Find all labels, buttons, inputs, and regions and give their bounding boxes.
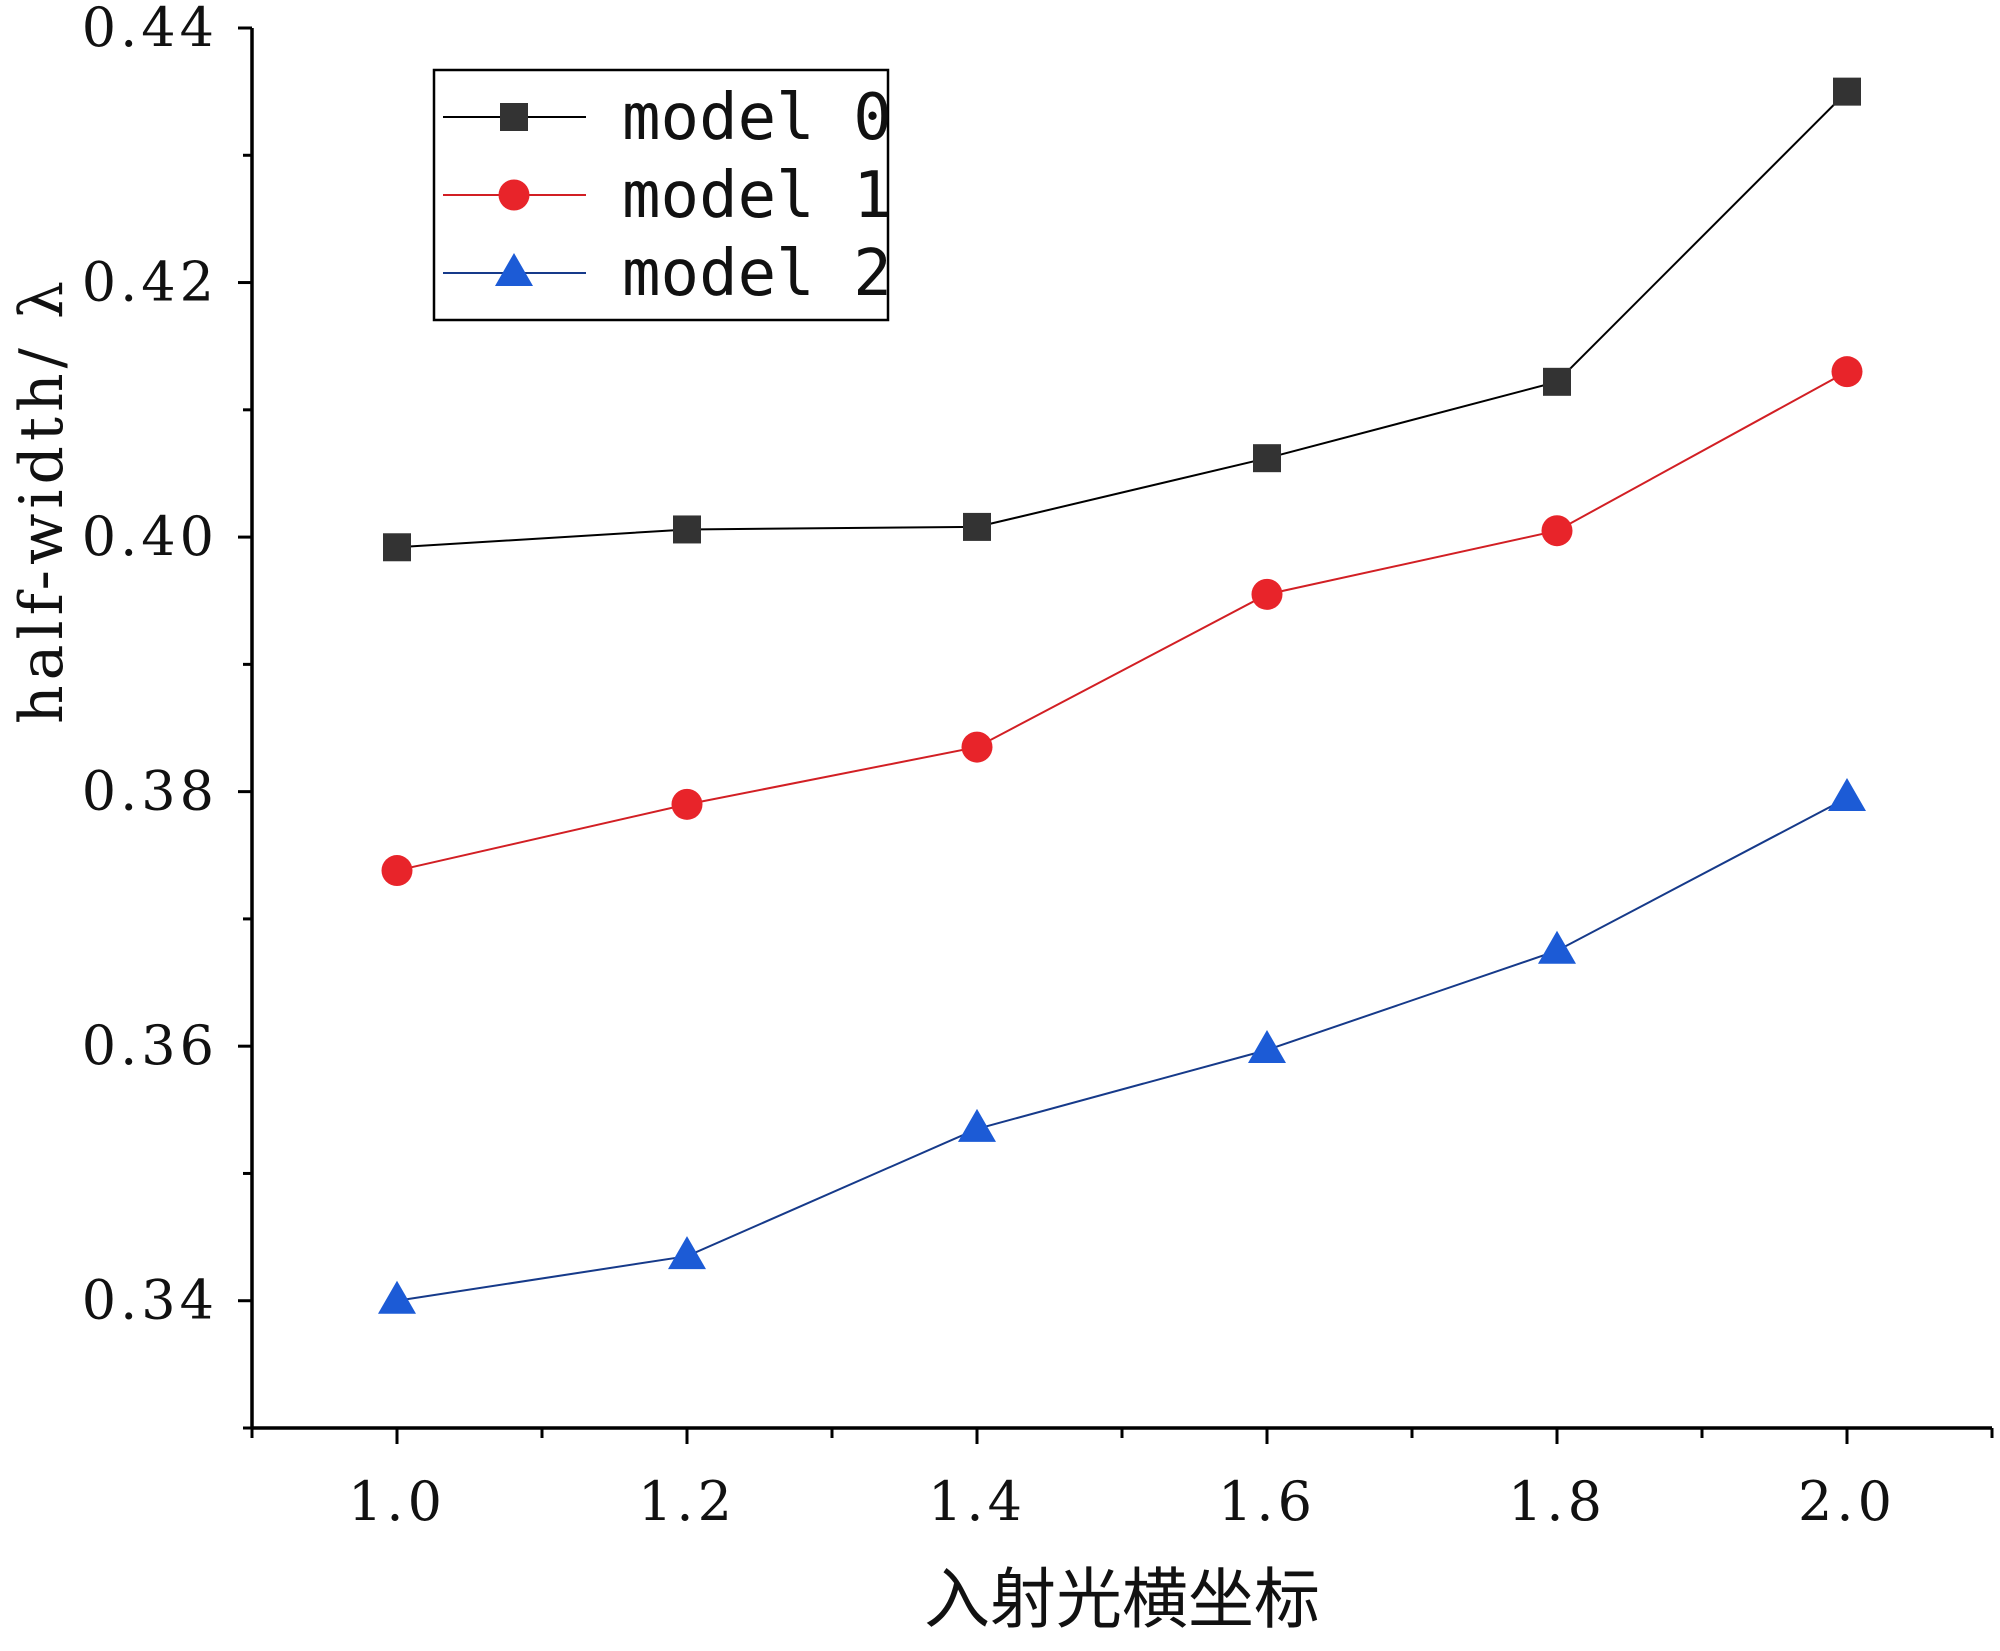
x-tick-label: 1.2 [638, 1470, 736, 1533]
y-axis-title: half-width/ λ [7, 276, 77, 724]
data-point-0-1 [673, 515, 701, 544]
data-point-1-5 [1831, 356, 1863, 388]
series-layer [378, 77, 1866, 1314]
data-point-2-4 [1538, 930, 1576, 964]
series-1 [381, 356, 1863, 887]
data-point-0-5 [1833, 77, 1861, 106]
legend-label-0: model 0 [622, 81, 892, 155]
data-point-0-0 [383, 533, 411, 562]
data-point-0-4 [1543, 367, 1571, 396]
x-tick-label: 2.0 [1798, 1470, 1896, 1533]
legend-label-1: model 1 [622, 159, 892, 233]
series-0 [383, 77, 1861, 562]
y-tick-label: 0.38 [82, 760, 218, 823]
data-point-2-3 [1248, 1030, 1286, 1063]
data-point-2-5 [1828, 778, 1866, 811]
data-point-1-2 [961, 731, 993, 763]
x-tick-label: 1.0 [348, 1470, 446, 1533]
y-tick-label: 0.42 [82, 251, 218, 314]
legend-marker-0 [500, 103, 528, 131]
legend-marker-2 [495, 253, 533, 286]
data-point-2-0 [378, 1280, 416, 1314]
x-ticks: 1.0 1.2 1.4 1.6 1.8 2.0 [250, 1428, 1994, 1533]
x-tick-label: 1.4 [928, 1470, 1026, 1533]
data-point-1-4 [1541, 515, 1573, 547]
x-axis-title: 入射光横坐标 [924, 1561, 1320, 1638]
legend-marker-1 [498, 179, 530, 211]
data-point-0-2 [963, 512, 991, 541]
x-tick-label: 1.8 [1508, 1470, 1606, 1533]
legend-label-2: model 2 [622, 237, 892, 311]
data-point-1-3 [1251, 578, 1283, 610]
data-point-2-2 [958, 1108, 996, 1142]
y-tick-label: 0.40 [82, 505, 218, 568]
data-point-1-1 [671, 788, 703, 820]
y-ticks: 0.34 0.36 0.38 0.40 0.42 0.44 [82, 0, 252, 1430]
series-2 [378, 778, 1866, 1314]
data-point-0-3 [1253, 444, 1281, 473]
data-point-1-0 [381, 855, 413, 887]
data-point-2-1 [668, 1236, 706, 1270]
series-line-2 [396, 797, 1848, 1302]
series-line-0 [396, 90, 1848, 549]
y-tick-label: 0.36 [82, 1014, 218, 1077]
y-tick-label: 0.44 [82, 0, 218, 59]
y-tick-label: 0.34 [82, 1269, 218, 1332]
x-tick-label: 1.6 [1218, 1470, 1316, 1533]
series-line-1 [396, 370, 1848, 872]
